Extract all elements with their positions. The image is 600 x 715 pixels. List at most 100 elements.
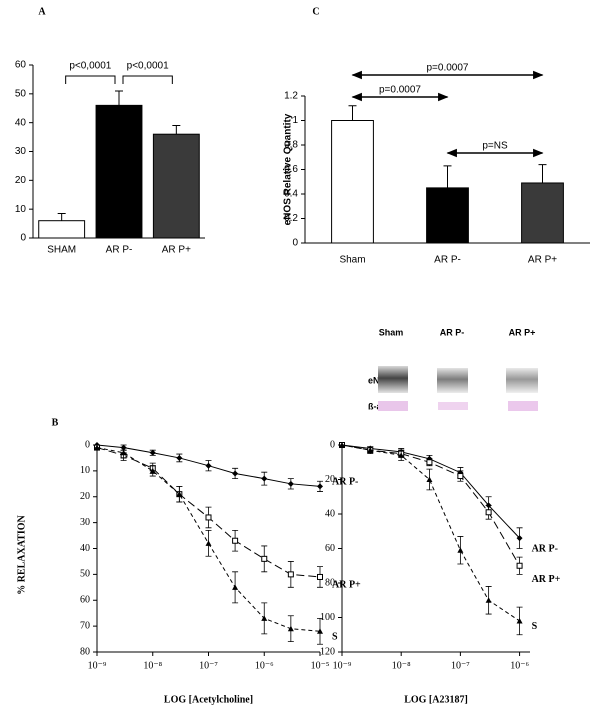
y-tick-label: 0	[85, 439, 90, 450]
marker	[317, 483, 323, 490]
marker	[398, 452, 405, 458]
series-label: AR P-	[532, 543, 558, 554]
blot-column-label: Sham	[379, 327, 404, 337]
y-tick-label: 60	[80, 595, 90, 606]
x-tick-label: 10⁻⁷	[451, 660, 470, 671]
y-tick-label: 120	[320, 646, 335, 657]
series-label: AR P+	[332, 579, 361, 590]
y-tick-label: 10	[80, 465, 90, 476]
marker	[426, 459, 433, 466]
panel-label: C	[312, 6, 319, 17]
y-tick-label: 40	[325, 508, 335, 519]
error-bar	[172, 125, 181, 135]
marker	[339, 442, 345, 448]
marker	[457, 547, 464, 553]
y-tick-label: 0.2	[284, 213, 298, 224]
y-tick-label: 40	[15, 117, 27, 128]
significance-bracket	[122, 75, 173, 84]
marker	[261, 555, 268, 562]
marker	[457, 473, 464, 480]
marker	[516, 617, 523, 624]
y-tick-label: 80	[80, 646, 90, 657]
blot-band	[437, 368, 468, 393]
y-tick-label: 0.6	[284, 164, 298, 175]
y-tick-label: 1.2	[284, 91, 298, 102]
series-label: AR P+	[532, 574, 561, 585]
blot-band	[508, 401, 538, 411]
panel-label: B	[52, 417, 59, 428]
series-label: S	[532, 621, 538, 632]
significance-bracket	[65, 75, 116, 84]
marker	[205, 514, 212, 521]
marker	[176, 454, 183, 461]
y-tick-label: 50	[80, 569, 90, 580]
x-tick-label: 10⁻⁷	[199, 660, 218, 671]
x-tick-label: SHAM	[47, 245, 76, 256]
y-axis-label: eNOS Relative Quantity	[283, 113, 294, 225]
marker	[426, 476, 433, 482]
marker	[317, 628, 323, 634]
blot-band	[378, 401, 408, 411]
y-tick-label: 0	[20, 233, 26, 244]
annotation: p<0,0001	[69, 61, 111, 72]
marker	[232, 584, 239, 590]
annotation: p=NS	[482, 141, 508, 152]
bar	[426, 187, 469, 244]
y-tick-label: 50	[15, 88, 27, 99]
x-tick-label: Sham	[339, 255, 365, 266]
x-tick-label: 10⁻⁵	[311, 660, 330, 671]
y-tick-label: 30	[80, 517, 90, 528]
marker	[485, 509, 492, 516]
x-tick-label: AR P+	[528, 255, 557, 266]
marker	[287, 480, 294, 487]
marker	[149, 449, 156, 456]
y-tick-label: 40	[80, 543, 90, 554]
bar	[38, 220, 86, 239]
marker	[485, 597, 492, 603]
bar	[521, 182, 564, 244]
marker	[261, 615, 268, 621]
y-tick-label: 0.4	[284, 189, 298, 200]
blot-band	[438, 402, 468, 410]
marker	[516, 562, 523, 569]
blot-column-label: AR P+	[509, 327, 536, 337]
marker	[232, 537, 239, 544]
marker	[516, 535, 523, 542]
bar	[152, 133, 200, 239]
y-tick-label: 20	[15, 175, 27, 186]
error-bar	[348, 105, 357, 121]
x-tick-label: 10⁻⁹	[333, 660, 352, 671]
y-tick-label: 1	[292, 115, 298, 126]
series-label: AR P-	[332, 477, 358, 488]
y-tick-label: 20	[80, 491, 90, 502]
y-tick-label: 80	[325, 577, 335, 588]
marker	[232, 470, 239, 477]
marker	[94, 444, 100, 451]
y-tick-label: 60	[15, 60, 27, 71]
annotation: p=0.0007	[427, 63, 469, 74]
y-tick-label: 70	[80, 620, 90, 631]
series-line	[96, 447, 321, 632]
x-tick-label: 10⁻⁸	[392, 660, 411, 671]
x-tick-label: AR P+	[162, 245, 191, 256]
blot-column-label: AR P-	[440, 327, 465, 337]
x-tick-label: 10⁻⁶	[510, 660, 529, 671]
marker	[317, 573, 323, 580]
y-tick-label: 0	[330, 439, 335, 450]
marker	[261, 475, 268, 482]
marker	[205, 462, 212, 469]
error-bar	[57, 212, 66, 221]
error-bar	[443, 165, 452, 188]
y-tick-label: 20	[325, 474, 335, 485]
y-tick-label: 0	[292, 238, 298, 249]
marker	[287, 571, 294, 578]
x-axis-label: LOG [Acetylcholine]	[164, 694, 253, 705]
annotation: p=0.0007	[379, 85, 421, 96]
annotation: p<0,0001	[127, 61, 169, 72]
blot-band	[378, 366, 408, 393]
western-blot: Sham AR P- AR P+ eNOS ß-actin	[368, 327, 538, 411]
x-tick-label: 10⁻⁸	[143, 660, 162, 671]
bar	[331, 120, 374, 244]
blot-band	[506, 368, 538, 393]
